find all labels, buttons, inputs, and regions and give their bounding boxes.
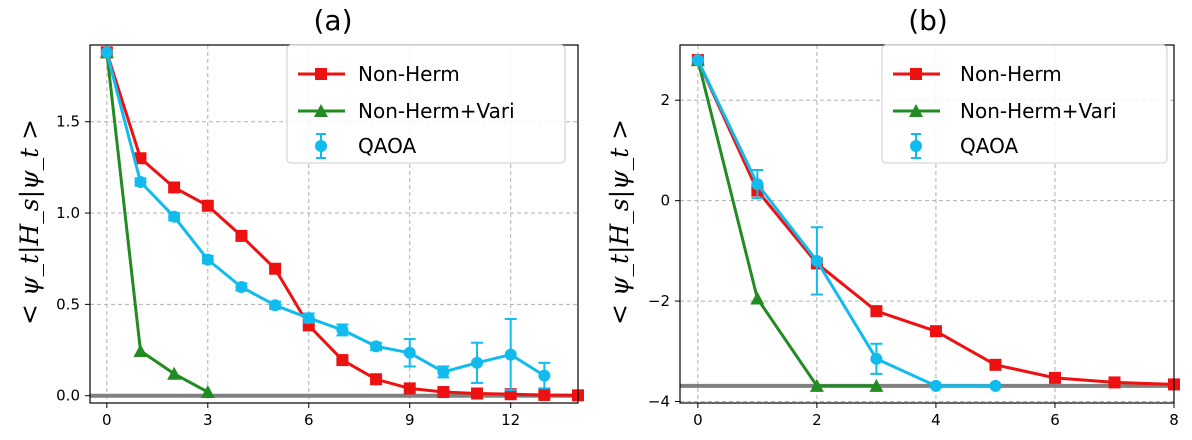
data-point-qaoa <box>201 253 214 266</box>
x-tick-label: 0 <box>693 411 703 429</box>
data-point-non-herm <box>201 199 214 212</box>
data-point-non-herm <box>870 305 883 318</box>
series-line-qaoa <box>696 59 996 388</box>
chart-panel-a: (a) < ψ_t|H_s|ψ_t > 0 3 6 9 12 0.0 0.5 1.0 1.5 N… <box>15 4 584 429</box>
data-point-qaoa <box>471 356 484 369</box>
data-point-non-herm <box>168 181 181 194</box>
legend-marker-non-herm <box>910 68 922 80</box>
legend-label-non-herm: Non-Herm <box>358 62 460 86</box>
data-point-qaoa <box>235 281 248 294</box>
legend-marker-non-herm <box>315 68 327 80</box>
x-tick-label: 3 <box>203 411 213 429</box>
data-point-non-herm <box>336 354 349 367</box>
data-point-qaoa <box>134 175 147 188</box>
series-line-non-herm-vari <box>696 59 877 388</box>
data-point-qaoa <box>168 210 181 223</box>
panel-title-a: (a) <box>313 4 352 37</box>
data-point-non-herm-vari <box>750 291 765 305</box>
y-tick-label: 0.0 <box>56 387 80 405</box>
legend-box <box>286 44 566 164</box>
x-tick-label: 6 <box>1050 411 1060 429</box>
data-point-qaoa <box>302 312 315 325</box>
legend-label-non-herm: Non-Herm <box>960 62 1062 86</box>
data-point-non-herm <box>504 388 517 401</box>
data-point-non-herm <box>437 386 450 399</box>
data-point-non-herm-vari <box>167 366 182 380</box>
data-point-qaoa <box>100 46 113 59</box>
data-point-qaoa <box>269 299 282 312</box>
legend-a: Non-Herm Non-Herm+Vari QAOA <box>286 44 566 164</box>
legend-marker-non-herm-vari <box>909 104 923 117</box>
data-point-non-herm <box>1108 376 1121 389</box>
data-point-non-herm <box>538 388 551 401</box>
data-point-non-herm <box>929 325 942 338</box>
data-point-non-herm-vari <box>869 378 884 392</box>
data-point-qaoa <box>810 254 823 267</box>
legend-marker-qaoa <box>315 140 327 152</box>
data-point-non-herm <box>471 387 484 400</box>
y-axis-label-b: < ψ_t|H_s|ψ_t > <box>605 119 635 325</box>
data-point-qaoa <box>751 178 764 191</box>
series-line-non-herm-vari <box>105 52 209 394</box>
data-point-non-herm <box>1048 371 1061 384</box>
data-point-qaoa <box>691 54 704 67</box>
legend-marker-qaoa <box>910 140 922 152</box>
data-point-non-herm-vari <box>809 378 824 392</box>
legend-label-qaoa: QAOA <box>960 134 1018 158</box>
y-tick-label: 2 <box>660 91 670 109</box>
legend-label-qaoa: QAOA <box>358 134 416 158</box>
data-point-qaoa <box>504 348 517 361</box>
x-tick-label: 4 <box>931 411 941 429</box>
y-tick-label: 1.5 <box>56 113 80 131</box>
data-point-non-herm <box>269 262 282 275</box>
legend-box <box>881 44 1168 164</box>
y-tick-label: 0.5 <box>56 295 80 313</box>
data-point-qaoa <box>370 340 383 353</box>
chart-panel-b: (b) < ψ_t|H_s|ψ_t > 0 2 4 6 8 −4 −2 0 2 Non-Herm… <box>605 4 1180 429</box>
data-point-non-herm-vari <box>200 385 215 399</box>
x-tick-label: 8 <box>1169 411 1179 429</box>
data-point-qaoa <box>336 323 349 336</box>
data-point-qaoa <box>870 352 883 365</box>
data-point-non-herm-vari <box>133 343 148 357</box>
legend-b: Non-Herm Non-Herm+Vari QAOA <box>881 44 1168 164</box>
y-tick-label: 1.0 <box>56 204 80 222</box>
y-tick-label: 0 <box>660 192 670 210</box>
y-tick-label: −4 <box>648 392 670 410</box>
y-axis-label-a: < ψ_t|H_s|ψ_t > <box>15 119 45 325</box>
data-point-qaoa <box>403 346 416 359</box>
data-point-non-herm <box>134 152 147 165</box>
x-tick-label: 0 <box>102 411 112 429</box>
y-tick-label: −2 <box>648 292 670 310</box>
x-tick-label: 6 <box>304 411 314 429</box>
data-point-qaoa <box>989 379 1002 392</box>
data-point-qaoa <box>929 379 942 392</box>
legend-label-non-herm-vari: Non-Herm+Vari <box>960 99 1117 123</box>
data-point-non-herm <box>989 358 1002 371</box>
data-point-non-herm <box>370 373 383 386</box>
legend-marker-non-herm-vari <box>314 104 328 117</box>
x-tick-label: 2 <box>812 411 822 429</box>
x-tick-label: 12 <box>501 411 520 429</box>
panel-title-b: (b) <box>908 4 948 37</box>
data-point-qaoa <box>538 369 551 382</box>
data-point-non-herm <box>235 229 248 242</box>
data-point-non-herm <box>403 382 416 395</box>
data-point-qaoa <box>437 365 450 378</box>
x-tick-label: 9 <box>405 411 415 429</box>
legend-label-non-herm-vari: Non-Herm+Vari <box>358 99 515 123</box>
